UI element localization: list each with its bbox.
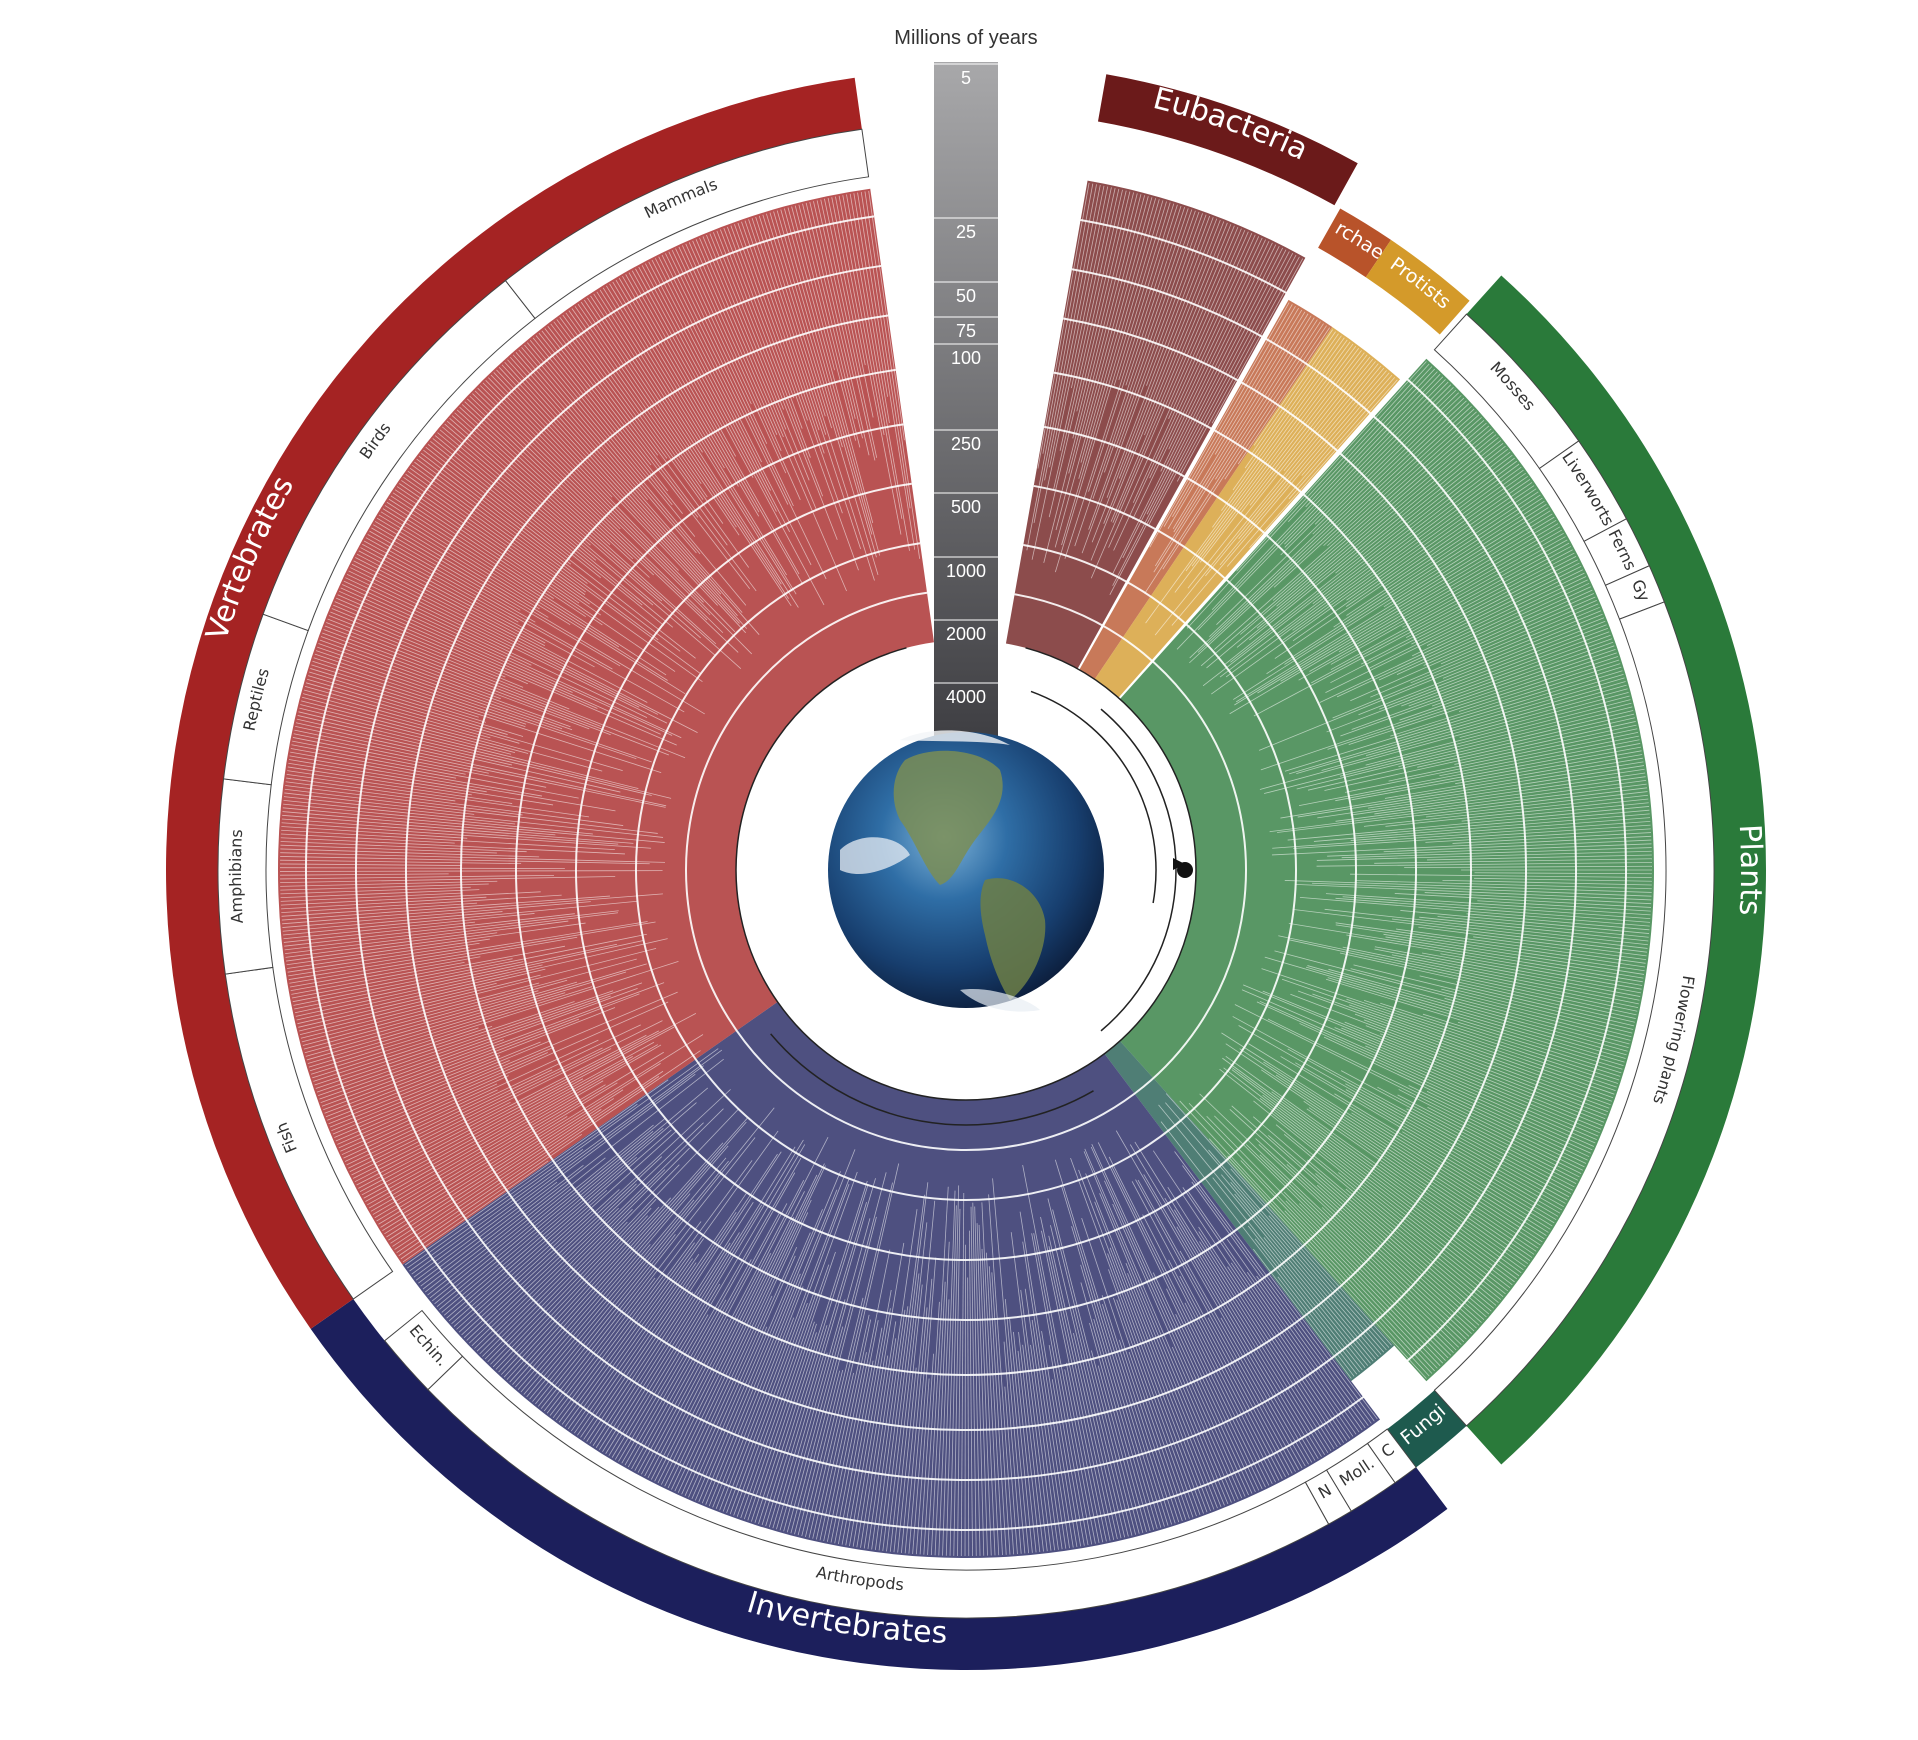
inner-branches [280, 182, 1652, 1556]
band-eubacteria [1097, 74, 1358, 206]
time-scale-bar [934, 62, 998, 744]
subband-echin [383, 1309, 464, 1391]
root-marker [1173, 858, 1193, 878]
band-vertebrates [166, 77, 862, 1329]
time-scale-tick-50: 50 [956, 286, 976, 306]
time-scale-tick-5: 5 [961, 68, 971, 88]
time-scale-tick-500: 500 [951, 497, 981, 517]
time-scale-tick-75: 75 [956, 321, 976, 341]
time-scale-tick-4000: 4000 [946, 687, 986, 707]
wedge-vertebrates [278, 188, 934, 1265]
time-scale-tick-100: 100 [951, 348, 981, 368]
wedge-fungi [1104, 1040, 1395, 1382]
time-scale-tick-1000: 1000 [946, 561, 986, 581]
outer-group-bands [166, 74, 1766, 1670]
band-protists [1365, 239, 1470, 335]
band-archaea [1318, 208, 1391, 278]
subband-mammals [504, 128, 870, 320]
group-label-plants: Plants [1732, 824, 1768, 917]
band-fungi [1387, 1390, 1467, 1468]
time-scale-tick-2000: 2000 [946, 624, 986, 644]
band-plants [1466, 275, 1766, 1465]
time-scale: Millions of years 5 25 50 75 100 250 500 1000 20… [894, 27, 1038, 744]
earth-image [828, 730, 1104, 1012]
wedge-invertebrates [402, 1001, 1381, 1558]
subband-flowering [1433, 601, 1715, 1427]
time-scale-title: Millions of years [894, 27, 1037, 49]
subgroup-label-amphibians: Amphibians [225, 829, 246, 924]
subgroup-bands [217, 128, 1715, 1619]
time-scale-tick-250: 250 [951, 434, 981, 454]
time-scale-tick-25: 25 [956, 222, 976, 242]
band-invertebrates [310, 1299, 1448, 1670]
